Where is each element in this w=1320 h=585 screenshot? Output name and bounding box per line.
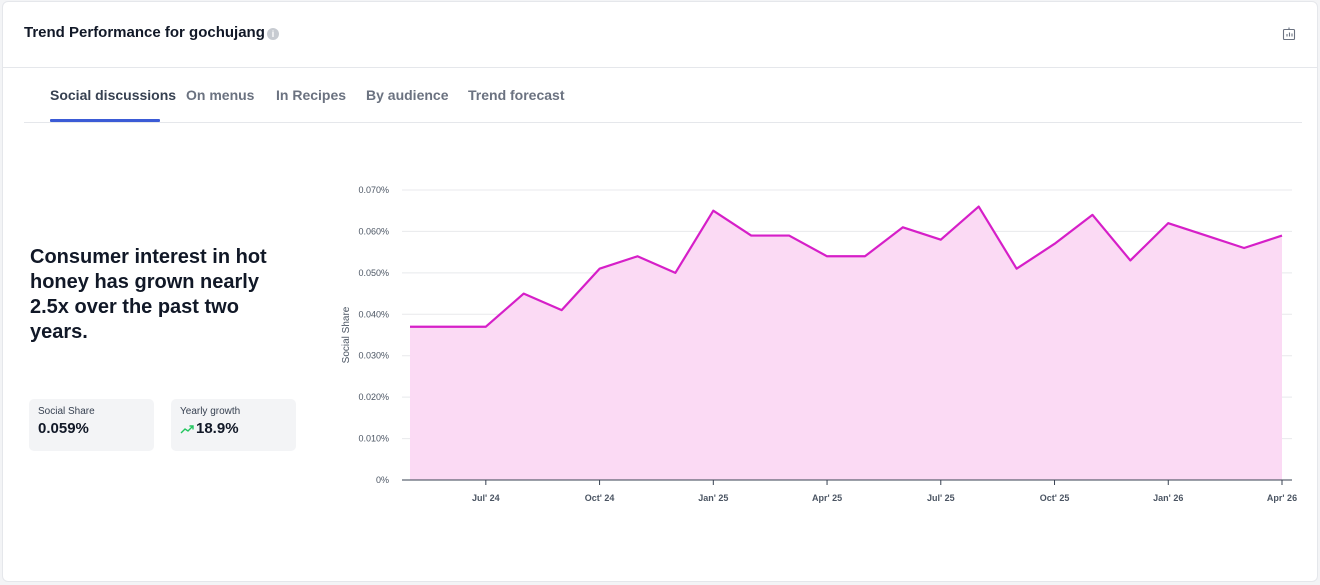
stat-yearly-growth: Yearly growth 18.9% (171, 399, 296, 451)
series-line (410, 205, 1283, 328)
x-tick-label: Jul' 25 (927, 493, 955, 503)
y-tick-label: 0.070% (358, 185, 389, 195)
tab-by-audience[interactable]: By audience (366, 87, 449, 103)
tab-in-recipes[interactable]: In Recipes (276, 87, 347, 103)
page-title: Trend Performance for gochujang (24, 24, 265, 41)
tab-trend-forecast[interactable]: Trend forecast (468, 87, 565, 103)
active-tab-indicator (50, 119, 160, 122)
x-tick-label: Jan' 25 (698, 493, 728, 503)
x-tick-label: Oct' 24 (585, 493, 615, 503)
stat-label: Social Share (38, 406, 95, 417)
trend-up-icon (180, 425, 194, 434)
x-tick-label: Jul' 24 (472, 493, 500, 503)
y-axis-ticks: 0% 0.010% 0.020% 0.030% 0.040% 0.050% 0.060% 0.… (358, 185, 389, 485)
y-axis-label: Social Share (341, 306, 352, 363)
y-tick-label: 0% (376, 475, 389, 485)
info-icon[interactable]: i (267, 28, 279, 40)
x-tick-label: Apr' 25 (812, 493, 842, 503)
tab-social-discussions[interactable]: Social discussions (50, 87, 177, 103)
tab-bar: Social discussions On menus In Recipes B… (24, 68, 1302, 123)
x-tick-label: Apr' 26 (1267, 493, 1297, 503)
x-tick-label: Jan' 26 (1153, 493, 1183, 503)
area-fill (410, 206, 1282, 481)
stat-value: 18.9% (196, 420, 239, 437)
x-tick-label: Oct' 25 (1040, 493, 1070, 503)
summary-headline: Consumer interest in hot honey has grown… (30, 246, 267, 343)
stat-value-row: 18.9% (180, 420, 287, 437)
stat-social-share: Social Share 0.059% (29, 399, 154, 451)
stat-value: 0.059% (38, 420, 89, 437)
y-tick-label: 0.010% (358, 434, 389, 444)
y-tick-label: 0.050% (358, 268, 389, 278)
y-tick-label: 0.030% (358, 351, 389, 361)
tab-on-menus[interactable]: On menus (186, 87, 255, 103)
export-icon[interactable] (1282, 27, 1296, 41)
y-tick-label: 0.040% (358, 309, 389, 319)
x-axis-ticks: Jul' 24 Oct' 24 Jan' 25 Apr' 25 Jul' 25 Oct' … (472, 480, 1297, 503)
card-header: Trend Performance for gochujang i (3, 2, 1317, 68)
y-tick-label: 0.020% (358, 392, 389, 402)
y-tick-label: 0.060% (358, 226, 389, 236)
stat-label: Yearly growth (180, 406, 241, 417)
